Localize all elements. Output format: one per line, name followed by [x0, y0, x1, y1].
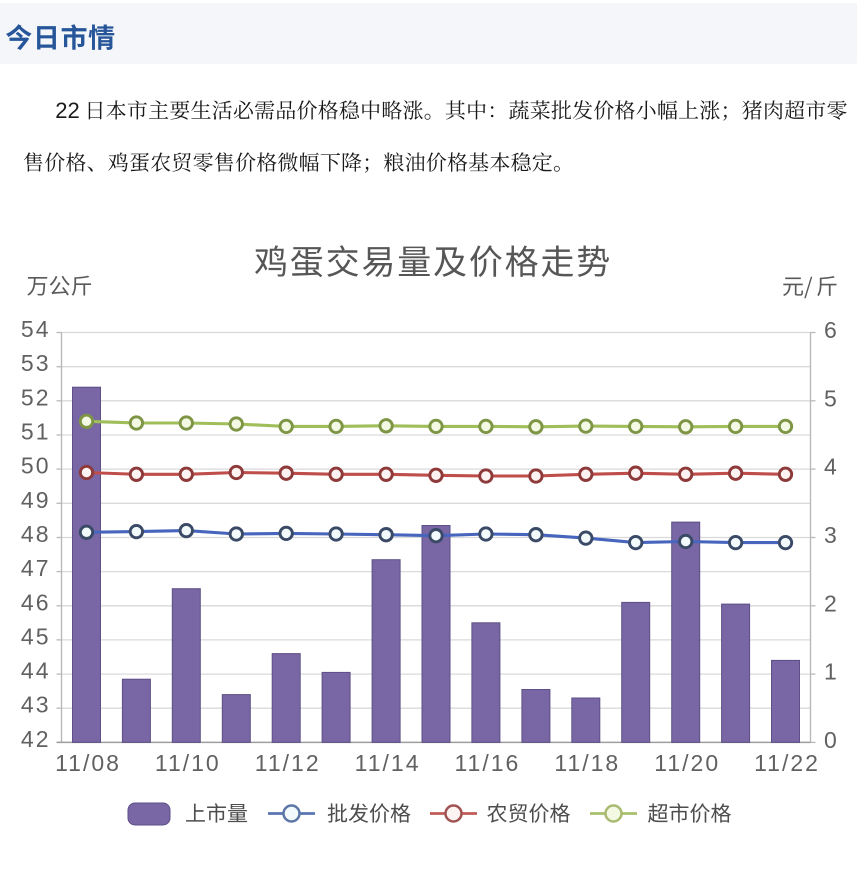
svg-text:46: 46: [21, 589, 51, 615]
svg-text:52: 52: [21, 384, 51, 410]
svg-text:22: 22: [55, 98, 79, 123]
svg-text:47: 47: [21, 555, 51, 581]
svg-text:45: 45: [21, 623, 51, 649]
svg-text:54: 54: [21, 316, 51, 342]
svg-text:51: 51: [21, 419, 51, 445]
svg-text:5: 5: [824, 385, 839, 411]
svg-text:2: 2: [824, 590, 839, 616]
svg-text:42: 42: [21, 726, 51, 752]
svg-text:3: 3: [824, 522, 839, 548]
svg-text:44: 44: [21, 658, 51, 684]
svg-text:4: 4: [824, 454, 839, 480]
svg-text:11/10: 11/10: [155, 750, 221, 776]
svg-text:11/18: 11/18: [554, 750, 620, 776]
svg-text:11/14: 11/14: [355, 750, 421, 776]
svg-text:11/22: 11/22: [754, 750, 820, 776]
svg-text:43: 43: [21, 692, 51, 718]
svg-text:48: 48: [21, 521, 51, 547]
svg-text:49: 49: [21, 487, 51, 513]
svg-text:50: 50: [21, 453, 51, 479]
svg-text:1: 1: [824, 659, 839, 685]
svg-text:53: 53: [21, 350, 51, 376]
svg-text:0: 0: [824, 727, 839, 753]
svg-text:11/20: 11/20: [654, 750, 720, 776]
svg-text:11/16: 11/16: [454, 750, 520, 776]
svg-text:11/08: 11/08: [55, 750, 121, 776]
svg-text:6: 6: [824, 317, 839, 343]
svg-text:11/12: 11/12: [255, 750, 321, 776]
